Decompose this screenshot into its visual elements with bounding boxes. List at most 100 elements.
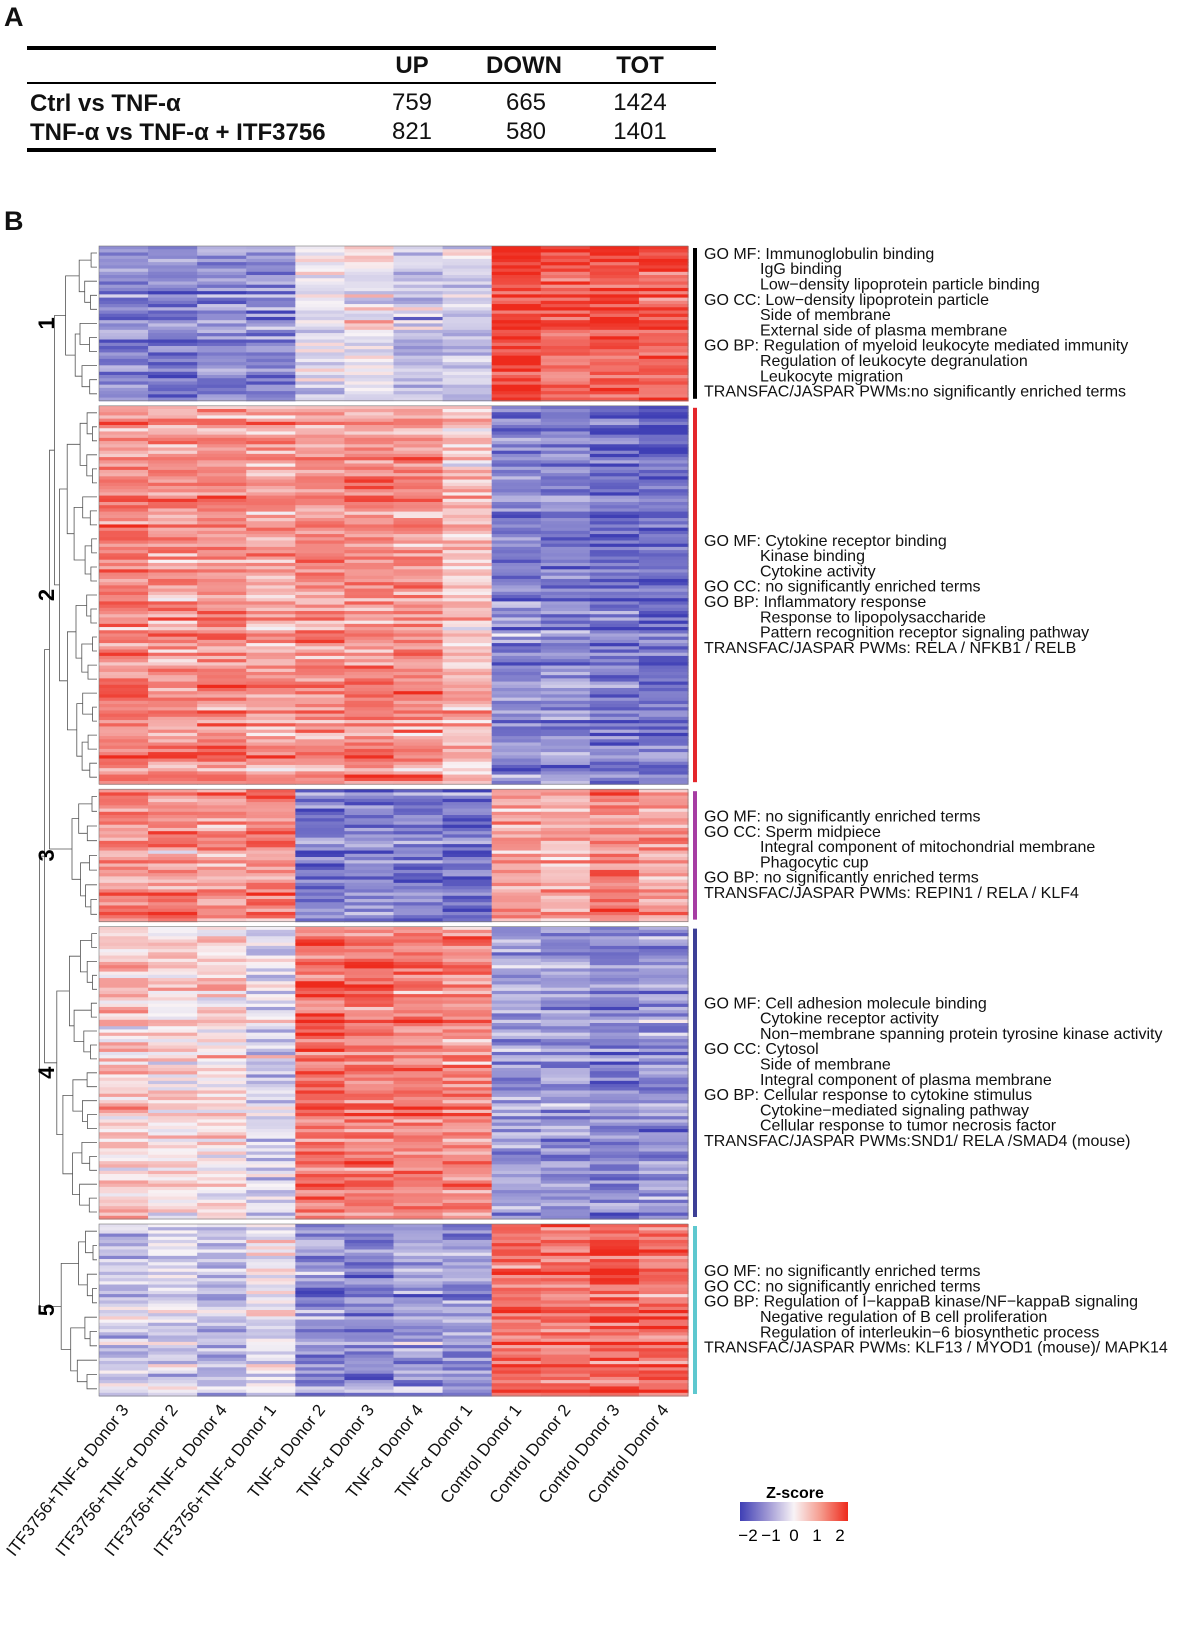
heatmap-cell [295,1262,346,1267]
legend-tick-label: 0 [789,1526,798,1545]
heatmap-cell [491,1249,542,1254]
heatmap-cell [246,1329,296,1333]
heatmap-cell [246,594,296,599]
heatmap-cell [442,1236,493,1241]
heatmap-cell [638,792,689,797]
heatmap-cell [99,1170,149,1175]
heatmap-cell [295,1392,346,1397]
heatmap-cell [148,1357,198,1362]
heatmap-cell [295,300,346,305]
heatmap-cell [246,1074,296,1079]
heatmap-cell [344,1236,395,1241]
heatmap-cell [246,908,296,913]
heatmap-cell [246,936,296,941]
heatmap-cell [295,466,346,471]
heatmap-cell [638,431,689,436]
heatmap-cell [638,349,689,354]
heatmap-cell [344,933,395,937]
heatmap-cell [295,617,346,622]
heatmap-cell [638,453,689,458]
heatmap-cell [246,617,296,622]
heatmap-cell [393,556,444,561]
heatmap-cell [344,652,395,657]
heatmap-cell [344,495,395,500]
heatmap-cell [491,1013,542,1018]
heatmap-cell [393,371,444,376]
heatmap-cell [393,355,444,360]
heatmap-cell [246,866,296,871]
heatmap-cell [589,307,640,312]
heatmap-cell [589,391,640,395]
heatmap-cell [589,1042,640,1047]
heatmap-cell [295,646,346,651]
annotation-line: GO CC: Low−density lipoprotein particle [704,292,989,309]
heatmap-cell [246,1389,296,1394]
heatmap-cell [589,1249,640,1254]
heatmap-cell [344,1010,395,1014]
heatmap-cell [442,543,493,548]
heatmap-cell [197,678,247,683]
heatmap-cell [442,942,493,947]
heatmap-cell [295,1364,346,1368]
heatmap-cell [148,431,198,436]
heatmap-cell [197,1035,247,1040]
heatmap-cell [589,1103,640,1108]
heatmap-cell [540,1190,591,1194]
heatmap-cell [393,453,444,458]
heatmap-cell [442,562,493,567]
heatmap-cell [148,850,198,855]
heatmap-cell [540,671,591,676]
heatmap-cell [295,892,346,897]
heatmap-cell [148,1145,198,1149]
dendrogram-branch [62,1095,73,1175]
heatmap-cell [638,1338,689,1343]
heatmap-cell [540,1157,591,1162]
heatmap-cell [148,729,198,734]
heatmap-cell [99,1013,149,1018]
heatmap-cell [393,1212,444,1217]
heatmap-cell [99,952,149,957]
heatmap-cell [197,1332,247,1337]
heatmap-cell [540,255,591,260]
heatmap-cell [295,697,346,702]
heatmap-cell [638,748,689,753]
heatmap-cell [540,297,591,302]
heatmap-cell [148,1045,198,1050]
heatmap-cell [246,418,296,423]
heatmap-cell [638,879,689,884]
heatmap-cell [99,1278,149,1282]
heatmap-cell [99,805,149,810]
heatmap-cell [540,1193,591,1198]
heatmap-cell [246,748,296,753]
heatmap-cell [295,1316,346,1321]
heatmap-cell [246,540,296,545]
heatmap-cell [589,310,640,315]
heatmap-cell [638,562,689,567]
annotation-line: Cytokine−mediated signaling pathway [760,1102,1029,1119]
heatmap-cell [99,1193,149,1198]
heatmap-cell [589,362,640,366]
heatmap-cell [344,566,395,570]
annotation-line: Cellular response to tumor necrosis fact… [760,1118,1057,1135]
heatmap-cell [540,1392,591,1397]
heatmap-cell [491,585,542,590]
heatmap-cell [99,643,149,647]
heatmap-cell [491,1106,542,1111]
heatmap-cell [344,729,395,734]
heatmap-cell [295,1373,346,1378]
heatmap-cell [442,939,493,944]
heatmap-cell [148,505,198,510]
heatmap-cell [197,604,247,609]
heatmap-cell [99,633,149,638]
heatmap-cell [197,1300,247,1305]
heatmap-cell [540,1294,591,1298]
heatmap-cell [638,1278,689,1282]
heatmap-cell [491,425,542,429]
heatmap-cell [540,333,591,337]
heatmap-cell [393,1338,444,1343]
heatmap-cell [295,495,346,500]
heatmap-cell [491,847,542,852]
heatmap-cell [197,391,247,395]
heatmap-cell [99,349,149,354]
heatmap-cell [589,1348,640,1353]
